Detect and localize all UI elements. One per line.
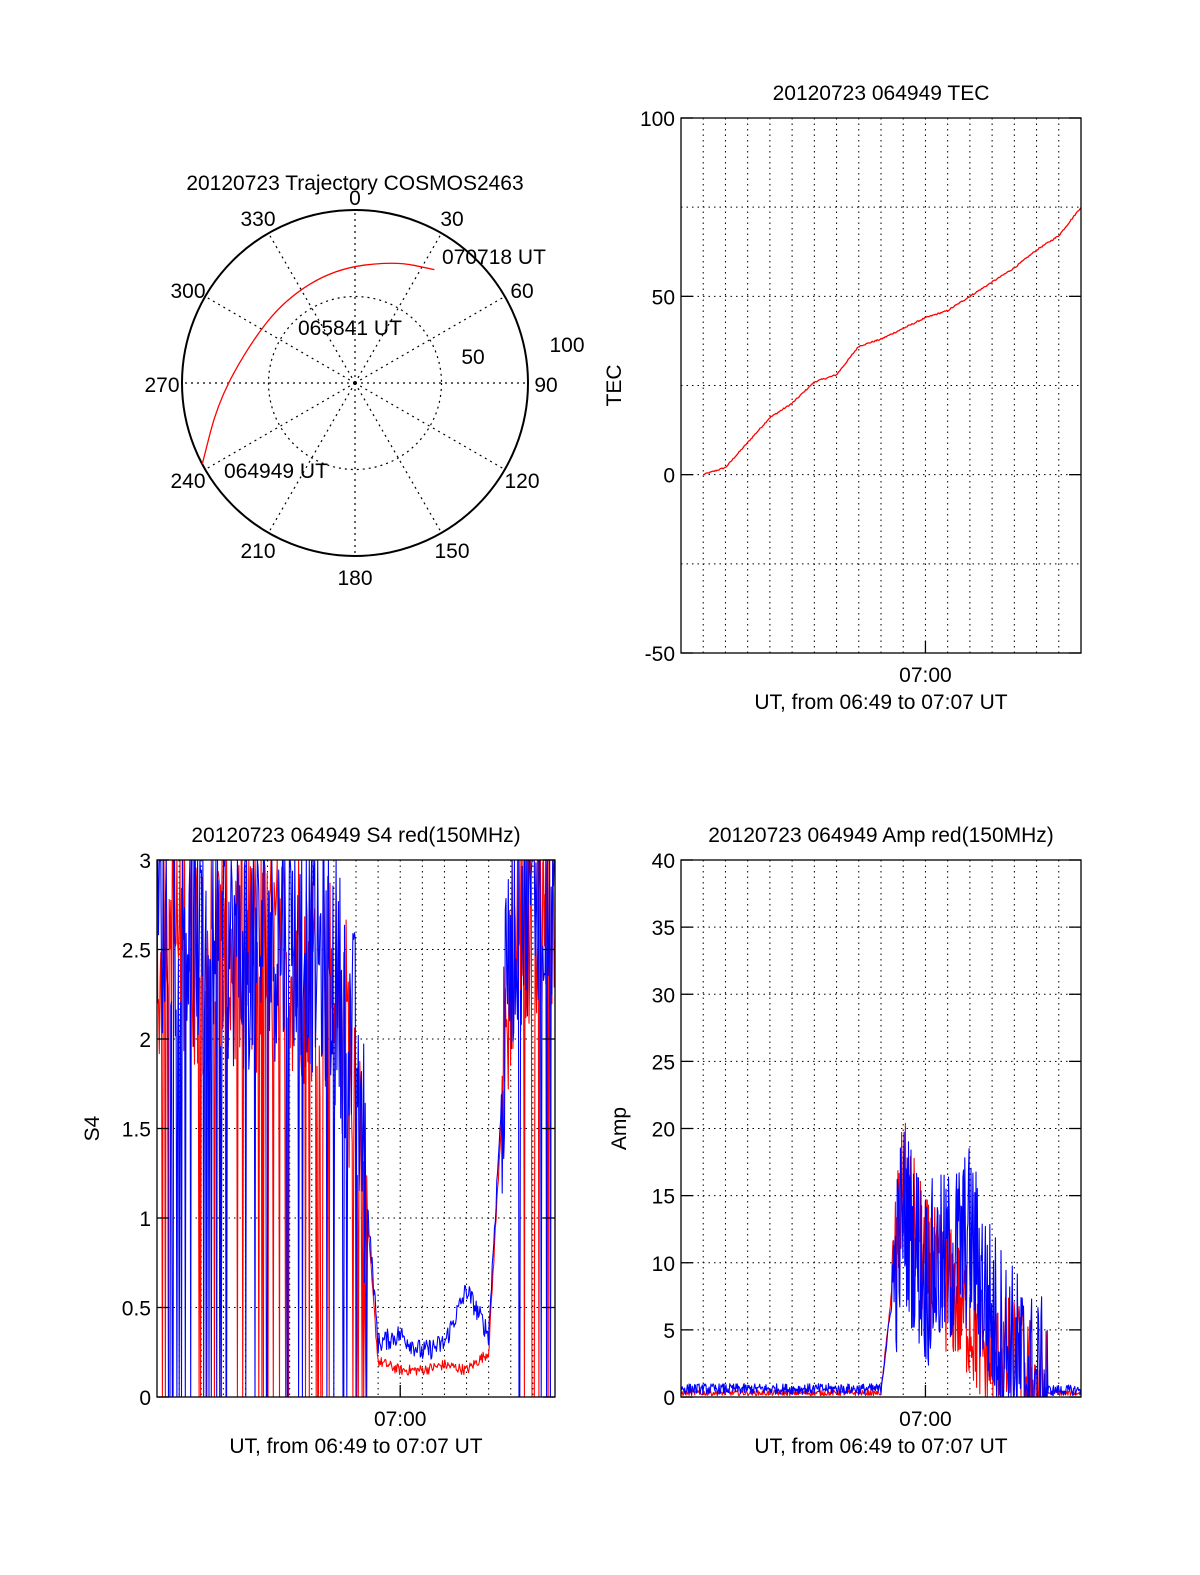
azimuth-label: 90 (534, 374, 557, 397)
azimuth-label: 180 (337, 567, 372, 590)
y-tick-label: 50 (652, 286, 675, 309)
azimuth-label: 150 (434, 540, 469, 563)
y-axis-label: S4 (81, 1115, 104, 1141)
radial-label: 50 (461, 346, 484, 369)
polar-spoke (354, 382, 506, 471)
y-tick-label: 2.5 (122, 940, 151, 963)
polar-title: 20120723 Trajectory COSMOS2463 (186, 172, 523, 195)
y-tick-label: 5 (663, 1320, 675, 1343)
y-tick-label: 30 (652, 984, 675, 1007)
y-tick-label: 25 (652, 1051, 675, 1074)
y-tick-label: 0 (663, 1387, 675, 1410)
polar-spoke (354, 382, 443, 534)
polar-spoke (354, 232, 443, 384)
y-tick-label: 40 (652, 850, 675, 873)
trajectory-annotation: 064949 UT (224, 460, 328, 483)
x-axis-label: UT, from 06:49 to 07:07 UT (754, 691, 1007, 714)
x-tick-label: 07:00 (899, 1408, 952, 1431)
polar-spoke (267, 382, 356, 534)
trajectory-annotation: 065841 UT (298, 317, 402, 340)
y-tick-label: 3 (139, 850, 151, 873)
y-axis-label: TEC (603, 365, 626, 407)
y-axis-label: Amp (608, 1107, 631, 1150)
trajectory-annotation: 070718 UT (442, 246, 546, 269)
azimuth-label: 330 (240, 208, 275, 231)
y-tick-label: 1 (139, 1208, 151, 1231)
chart-title: 20120723 064949 TEC (773, 82, 990, 105)
plot-frame (680, 117, 1082, 654)
azimuth-label: 60 (510, 280, 533, 303)
azimuth-label: 30 (440, 208, 463, 231)
x-axis-label: UT, from 06:49 to 07:07 UT (229, 1435, 482, 1458)
y-tick-label: 0 (139, 1387, 151, 1410)
y-tick-label: 20 (652, 1119, 675, 1142)
polar-grid-circle (267, 295, 443, 471)
x-axis-label: UT, from 06:49 to 07:07 UT (754, 1435, 1007, 1458)
azimuth-label: 270 (144, 374, 179, 397)
chart-title: 20120723 064949 S4 red(150MHz) (191, 824, 520, 847)
polar-spoke (204, 295, 356, 384)
series-line (680, 1131, 1082, 1398)
azimuth-label: 210 (240, 540, 275, 563)
x-tick-label: 07:00 (899, 664, 952, 687)
y-tick-label: 2 (139, 1029, 151, 1052)
x-tick-label: 07:00 (374, 1408, 427, 1431)
y-tick-label: -50 (645, 643, 675, 666)
y-tick-label: 100 (640, 108, 675, 131)
trajectory-line (201, 262, 435, 465)
azimuth-label: 120 (504, 470, 539, 493)
azimuth-label: 0 (349, 187, 361, 210)
y-tick-label: 10 (652, 1253, 675, 1276)
y-tick-label: 0 (663, 465, 675, 488)
y-tick-label: 0.5 (122, 1298, 151, 1321)
series-line (703, 207, 1082, 476)
y-tick-label: 15 (652, 1186, 675, 1209)
polar-spoke (267, 232, 356, 384)
polar-outer-circle (181, 209, 529, 557)
azimuth-label: 240 (170, 470, 205, 493)
polar-spoke (204, 382, 356, 471)
radial-label: 100 (549, 334, 584, 357)
polar-spoke (354, 295, 506, 384)
chart-title: 20120723 064949 Amp red(150MHz) (708, 824, 1054, 847)
azimuth-label: 300 (170, 280, 205, 303)
y-tick-label: 1.5 (122, 1119, 151, 1142)
y-tick-label: 35 (652, 917, 675, 940)
